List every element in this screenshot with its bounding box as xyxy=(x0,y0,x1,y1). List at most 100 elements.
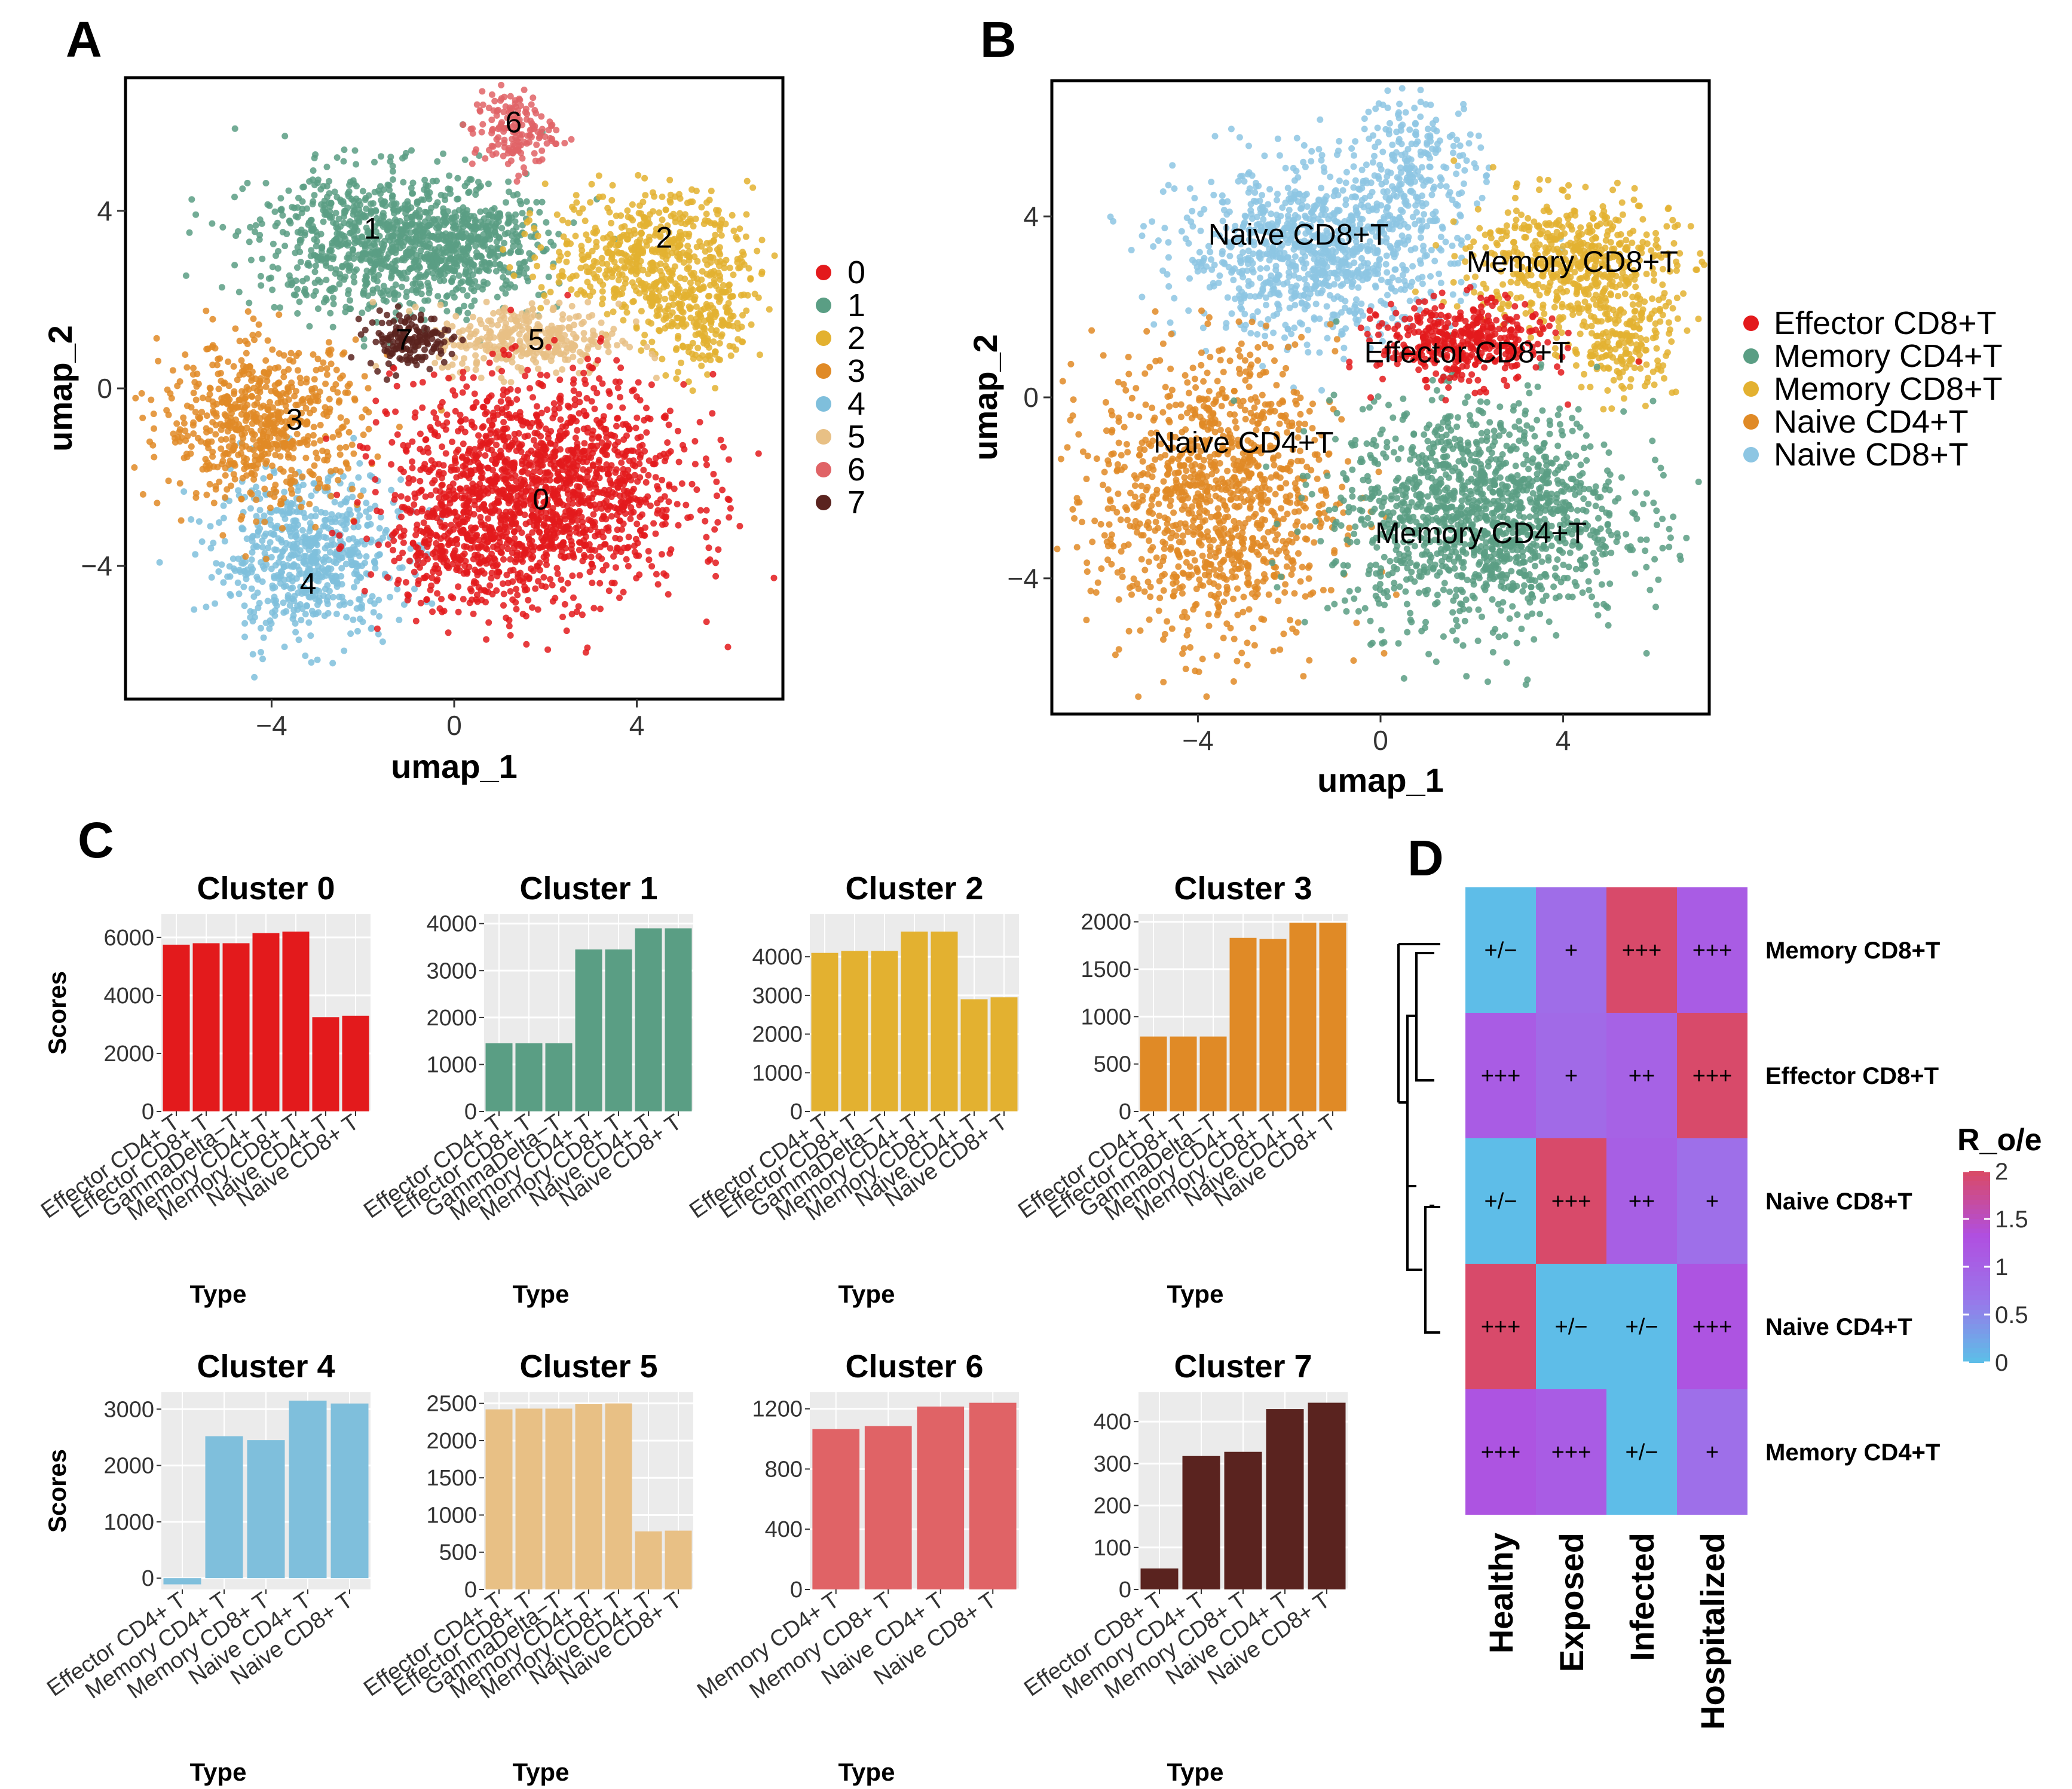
cluster-label: Memory CD8+T xyxy=(1467,245,1678,278)
legend-gradient-step xyxy=(1963,1329,1990,1334)
y-tick-label: 1000 xyxy=(426,1503,477,1528)
cluster-label: 0 xyxy=(532,483,549,516)
bar xyxy=(1140,1568,1179,1589)
y-tick-label: 4 xyxy=(1023,201,1039,232)
heatmap-cell xyxy=(1465,887,1536,1013)
cluster-label: Naive CD4+T xyxy=(1153,426,1334,459)
y-tick-label: 400 xyxy=(765,1517,803,1542)
bar xyxy=(1140,1036,1167,1111)
heatmap-cell xyxy=(1677,1013,1747,1138)
legend-label: 1 xyxy=(847,287,865,323)
bar xyxy=(485,1409,513,1589)
legend-gradient-step xyxy=(1963,1353,1990,1358)
y-tick-label: 6000 xyxy=(103,926,154,951)
bar xyxy=(330,1403,369,1579)
bar xyxy=(575,949,602,1111)
bar xyxy=(515,1408,543,1589)
legend-tick-label: 2 xyxy=(1995,1159,2008,1185)
bar xyxy=(871,951,898,1111)
legend-tick-label: 1 xyxy=(1995,1254,2008,1281)
legend-gradient-step xyxy=(1963,1190,1990,1196)
heatmap-cell-label: +++ xyxy=(1481,1315,1521,1340)
legend-swatch xyxy=(816,429,831,445)
bar xyxy=(289,1401,327,1579)
legend-label: Naive CD8+T xyxy=(1774,437,1969,473)
bar xyxy=(312,1017,339,1111)
legend-label: Memory CD4+T xyxy=(1774,338,2003,374)
bar xyxy=(1289,923,1317,1111)
bar xyxy=(247,1440,285,1579)
legend-swatch xyxy=(816,330,831,346)
x-axis-title-b: umap_1 xyxy=(1317,761,1444,799)
heatmap-cell xyxy=(1606,1389,1677,1515)
y-tick-label: 1000 xyxy=(103,1510,154,1535)
y-tick-label: 3000 xyxy=(103,1397,154,1422)
legend-swatch xyxy=(1743,414,1759,430)
cluster-label: Effector CD8+T xyxy=(1364,335,1571,369)
y-tick-label: 200 xyxy=(1094,1494,1131,1519)
heatmap-cell-label: +++ xyxy=(1693,1064,1733,1089)
y-tick-label: 3000 xyxy=(426,958,477,984)
x-tick-label: 0 xyxy=(1373,725,1388,756)
legend-gradient-step xyxy=(1963,1224,1990,1229)
legend-swatch xyxy=(816,462,831,477)
bar xyxy=(545,1043,573,1111)
bar xyxy=(222,943,250,1111)
y-tick-label: 2000 xyxy=(1081,910,1131,935)
umap-points-b xyxy=(1054,85,1707,700)
bar xyxy=(205,1436,243,1579)
heatmap-cell-label: +/− xyxy=(1485,1189,1517,1214)
cluster-labels-a: 0 1 2 3 4 5 6 7 xyxy=(286,105,673,601)
umap-points-a xyxy=(131,81,778,681)
legend-gradient-step xyxy=(1963,1315,1990,1320)
x-axis-title: Type xyxy=(838,1280,895,1308)
dendrogram xyxy=(1397,943,1440,1334)
y-tick-label: 0 xyxy=(464,1099,477,1125)
legend-swatch xyxy=(1743,348,1759,364)
bar-subplot-title: Cluster 0 xyxy=(197,871,335,906)
x-axis-title: Type xyxy=(838,1758,895,1786)
heatmap-cell xyxy=(1536,1138,1606,1264)
heatmap-cell-label: +/− xyxy=(1626,1440,1658,1465)
heatmap-cell xyxy=(1465,1013,1536,1138)
bar-subplot-title: Cluster 6 xyxy=(845,1349,983,1384)
y-tick-label: 4000 xyxy=(426,912,477,937)
y-tick-label: 1500 xyxy=(426,1466,477,1491)
y-axis-title-a: umap_2 xyxy=(41,325,79,452)
heatmap-cell-label: ++ xyxy=(1629,1189,1655,1214)
bar xyxy=(163,944,190,1111)
bar xyxy=(812,1429,860,1589)
heatmap-row-label: Naive CD8+T xyxy=(1765,1188,1912,1215)
y-tick-label: 0 xyxy=(790,1099,803,1125)
heatmap-row-labels: Memory CD8+T Effector CD8+T Naive CD8+T Nai… xyxy=(1765,938,1940,1466)
legend-gradient-step xyxy=(1963,1171,1990,1177)
y-axis-title: Scores xyxy=(43,1449,71,1533)
bar xyxy=(811,952,838,1111)
heatmap-panel-d: +/− + +++ ++++++ + ++ ++++/− +++ ++ ++++ +/− +/− +++… xyxy=(1397,887,2042,1730)
y-tick-label: 400 xyxy=(1094,1410,1131,1435)
heatmap-column-labels: Healthy Exposed Infected Hospitalized xyxy=(1482,1533,1731,1730)
heatmap-cell xyxy=(1606,1138,1677,1264)
y-tick-label: 2000 xyxy=(103,1454,154,1479)
heatmap-legend-title: R_o/e xyxy=(1957,1123,2042,1157)
legend-label: 3 xyxy=(847,353,865,389)
y-axis-title-b: umap_2 xyxy=(966,334,1004,461)
y-tick-label: 2000 xyxy=(752,1022,803,1047)
bar-subplot-title: Cluster 2 xyxy=(845,871,983,906)
legend-gradient-step xyxy=(1963,1300,1990,1306)
heatmap-row-label: Effector CD8+T xyxy=(1765,1063,1939,1089)
legend-gradient-step xyxy=(1963,1310,1990,1315)
heatmap-row-label: Naive CD4+T xyxy=(1765,1314,1912,1340)
legend-gradient-step xyxy=(1963,1219,1990,1224)
legend-label: 7 xyxy=(847,485,865,520)
heatmap-cell-label: ++ xyxy=(1629,1064,1655,1089)
y-tick-label: 1200 xyxy=(752,1397,803,1422)
legend-gradient-step xyxy=(1963,1291,1990,1296)
legend-gradient-step xyxy=(1963,1324,1990,1330)
legend-swatch xyxy=(816,396,831,412)
